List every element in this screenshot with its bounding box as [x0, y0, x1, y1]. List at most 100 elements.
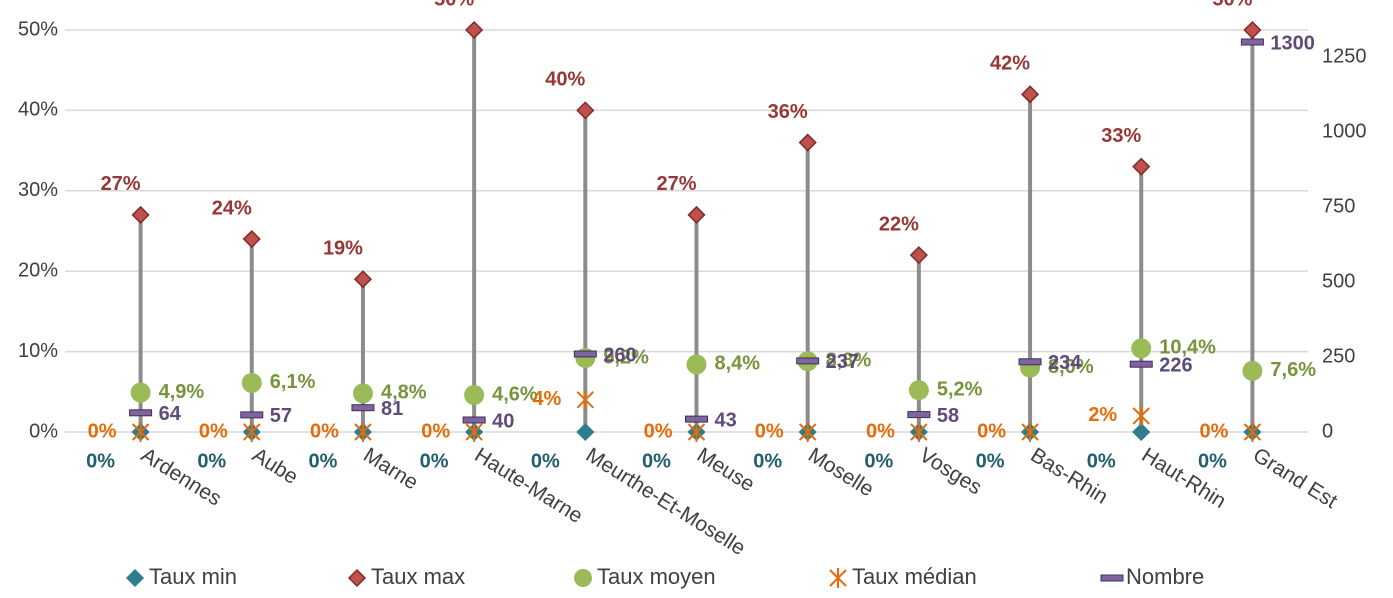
data-label: 9,2% — [603, 346, 649, 368]
data-label: 22% — [879, 213, 919, 235]
marker — [352, 383, 373, 404]
data-label: 81 — [381, 398, 403, 420]
data-label: 0% — [864, 450, 893, 472]
data-label: 5,2% — [937, 378, 983, 400]
data-label: 234 — [1048, 352, 1082, 374]
y-tick-label: 10% — [18, 340, 58, 362]
marker — [1132, 157, 1151, 176]
legend-label: Nombre — [1126, 564, 1204, 589]
legend-marker — [347, 568, 367, 588]
marker — [573, 350, 597, 358]
data-label: 0% — [644, 420, 673, 442]
legend-label: Taux moyen — [597, 564, 716, 589]
marker — [1243, 422, 1262, 442]
data-label: 40 — [492, 410, 514, 432]
data-label: 0% — [197, 450, 226, 472]
data-label: 4,9% — [159, 381, 205, 403]
marker — [576, 101, 595, 120]
data-label: 0% — [420, 450, 449, 472]
marker — [462, 416, 486, 424]
marker — [798, 422, 817, 442]
data-label: 8,0% — [1048, 356, 1094, 378]
marker — [1020, 85, 1040, 104]
data-label: 226 — [1159, 354, 1192, 376]
marker — [1243, 20, 1262, 40]
marker — [131, 422, 150, 442]
x-tick-label: Haute-Marne — [471, 443, 587, 527]
marker — [908, 380, 929, 401]
marker — [131, 205, 150, 224]
marker — [796, 357, 820, 365]
marker — [1132, 405, 1150, 426]
marker — [1242, 360, 1263, 381]
data-label: 42% — [990, 53, 1030, 75]
data-label: 40% — [545, 69, 585, 91]
data-label: 4% — [532, 388, 561, 410]
marker — [687, 422, 706, 442]
data-label: 19% — [323, 238, 363, 260]
data-label: 2% — [1088, 404, 1117, 426]
data-label: 27% — [656, 173, 696, 195]
data-label: 0% — [1200, 420, 1229, 442]
data-label: 0% — [199, 420, 228, 442]
legend-marker — [1100, 574, 1124, 582]
marker — [465, 20, 484, 40]
marker — [686, 354, 707, 375]
data-label: 0% — [421, 420, 450, 442]
data-label: 0% — [1198, 450, 1227, 472]
data-label: 7,6% — [1270, 359, 1316, 381]
marker — [576, 422, 595, 442]
marker — [241, 372, 262, 393]
legend-label: Taux médian — [852, 564, 977, 589]
marker — [465, 422, 483, 442]
marker — [240, 411, 264, 419]
marker — [354, 422, 372, 442]
marker — [1240, 38, 1264, 46]
legend-marker — [574, 569, 592, 587]
data-label: 1300 — [1270, 32, 1315, 54]
legend-marker — [829, 568, 847, 588]
marker — [1021, 422, 1039, 442]
legend-marker — [125, 568, 145, 588]
data-label: 10,4% — [1159, 337, 1216, 359]
marker — [687, 205, 706, 224]
marker — [243, 422, 261, 442]
marker — [1129, 360, 1153, 368]
data-label: 0% — [976, 450, 1005, 472]
data-label: 0% — [753, 450, 782, 472]
data-label: 0% — [88, 420, 117, 442]
y-tick-label: 30% — [18, 179, 58, 201]
marker — [1131, 338, 1152, 359]
data-label: 260 — [603, 344, 636, 366]
y2-tick-label: 0 — [1322, 420, 1333, 442]
marker — [1132, 422, 1151, 442]
y2-tick-label: 750 — [1322, 195, 1355, 217]
data-label: 27% — [101, 173, 141, 195]
data-label: 36% — [768, 101, 808, 123]
data-label: 33% — [1101, 125, 1141, 147]
marker — [910, 422, 928, 442]
data-label: 0% — [86, 450, 115, 472]
marker — [464, 385, 485, 406]
data-label: 0% — [977, 420, 1006, 442]
data-label: 8,4% — [715, 353, 761, 375]
data-label: 50% — [1212, 0, 1252, 10]
data-label: 43 — [715, 409, 737, 431]
data-label: 0% — [310, 420, 339, 442]
legend-label: Taux max — [371, 564, 465, 589]
marker — [576, 389, 595, 410]
data-label: 0% — [531, 450, 560, 472]
data-label: 0% — [1087, 450, 1116, 472]
x-tick-label: Grand Est — [1249, 443, 1342, 513]
y-tick-label: 20% — [18, 259, 58, 281]
marker — [1018, 358, 1042, 366]
marker — [909, 246, 928, 265]
data-label: 50% — [434, 0, 474, 10]
data-label: 4,8% — [381, 382, 427, 404]
data-label: 0% — [866, 420, 895, 442]
data-label: 57 — [270, 405, 292, 427]
data-label: 0% — [642, 450, 671, 472]
y2-tick-label: 1000 — [1322, 120, 1367, 142]
legend-label: Taux min — [149, 564, 237, 589]
